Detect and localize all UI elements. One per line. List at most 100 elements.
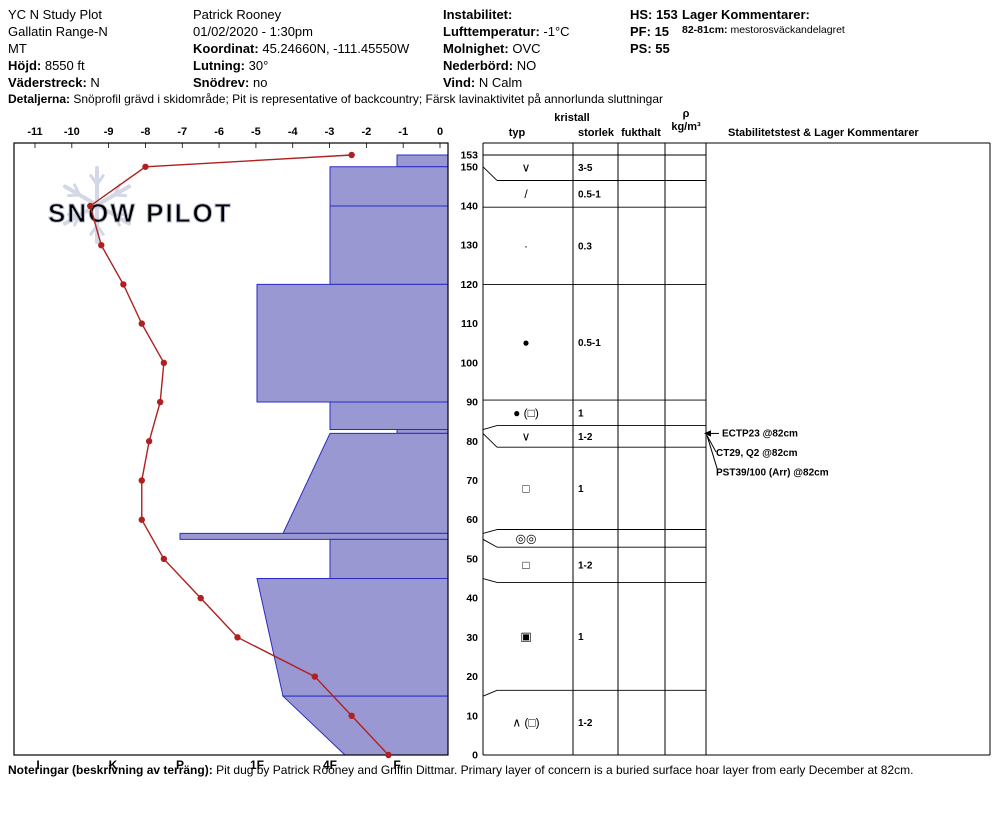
temp-point: [197, 594, 204, 602]
sky-value: OVC: [512, 41, 541, 56]
snow-layers: [179, 154, 449, 756]
stability-test-label: ECTP23 @82cm: [722, 428, 798, 439]
grain-size-value: 0.3: [578, 241, 592, 252]
hardness-tick-label: 1F: [250, 758, 264, 772]
temp-point: [142, 163, 149, 170]
hardness-tick-label: I: [36, 758, 39, 772]
temp-tick-label: -5: [251, 126, 261, 138]
drift-value: no: [252, 75, 268, 90]
arrow-left-icon: [704, 430, 711, 437]
temp-tick-label: -6: [214, 126, 224, 138]
table-header-kristall: kristall: [554, 112, 589, 124]
depth-tick-label: 100: [460, 357, 478, 369]
grain-size-value: 1-2: [578, 432, 593, 443]
slope-line: Lutning: 30°: [193, 57, 409, 74]
grain-size-value: 1-2: [578, 560, 593, 571]
grain-type-symbol: ∧ (□): [512, 716, 539, 730]
observer-name: Patrick Rooney: [193, 7, 282, 22]
snow-layer: [329, 166, 449, 207]
grain-size-value: 0.5-1: [578, 338, 601, 349]
snow-layer: [396, 429, 449, 434]
state-name: MT: [8, 41, 27, 56]
depth-tick-label: 50: [466, 553, 478, 565]
snow-layer: [256, 283, 449, 403]
temp-tick-label: -1: [398, 126, 408, 138]
grain-type-symbol: ▣: [520, 629, 531, 643]
drift-label: Snödrev:: [193, 75, 250, 90]
depth-tick-label: 80: [466, 436, 478, 448]
depth-tick-label: 110: [461, 318, 478, 330]
elevation-value: 8550 ft: [44, 58, 85, 73]
slope-label: Lutning:: [193, 58, 245, 73]
stability-annotations: ECTP23 @82cm CT29, Q2 @82cm PST39/100 (Arr…: [704, 428, 829, 478]
temp-point: [385, 751, 392, 759]
hs-value: 153: [656, 7, 678, 22]
temp-tick-label: -7: [177, 126, 187, 138]
grain-type-symbol: ∨: [522, 429, 531, 443]
temp-point: [160, 555, 168, 563]
table-header-comments: Stabilitetstest & Lager Kommentarer: [728, 127, 919, 139]
range-name: Gallatin Range-N: [8, 24, 108, 39]
temperature-profile: [87, 151, 392, 759]
grain-type-symbol: ◎◎: [516, 531, 537, 545]
stability-test-label: CT29, Q2 @82cm: [716, 448, 798, 459]
grain-type-symbol: /: [524, 187, 528, 201]
header-observer-column: Patrick Rooney 01/02/2020 - 1:30pm Koord…: [193, 6, 409, 91]
temp-point: [138, 516, 145, 523]
drift-line: Snödrev: no: [193, 74, 409, 91]
coordinates-label: Koordinat:: [193, 41, 259, 56]
profile-svg: kristall typ storlek fukthalt ρ kg/m³ St…: [13, 108, 991, 772]
depth-tick-label: 120: [460, 279, 478, 291]
elevation-label: Höjd:: [8, 58, 42, 73]
snow-layer: [329, 205, 449, 285]
header-snow-depth-column: HS: 153 PF: 15 PS: 55: [630, 6, 678, 57]
temp-point: [98, 241, 105, 249]
temp-point: [348, 151, 355, 159]
grain-size-value: 1: [578, 484, 584, 495]
precip-label: Nederbörd:: [443, 58, 514, 73]
hs-line: HS: 153: [630, 6, 678, 23]
temp-tick-label: -4: [288, 126, 299, 138]
hs-label: HS:: [630, 7, 653, 22]
grain-type-symbol: □: [522, 558, 529, 572]
depth-tick-label: 60: [466, 514, 478, 526]
pf-line: PF: 15: [630, 23, 678, 40]
grain-type-symbol: ·: [524, 239, 528, 253]
hardness-tick-label: K: [109, 758, 118, 772]
depth-tick-label: 0: [472, 750, 478, 762]
temp-tick-label: -2: [361, 126, 371, 138]
elevation-line: Höjd: 8550 ft: [8, 57, 108, 74]
grain-type-symbol: ● (□): [513, 406, 539, 420]
snowpilot-watermark: SNOW PILOT: [48, 166, 231, 244]
temp-point: [311, 673, 319, 680]
temp-point: [120, 281, 127, 288]
plot-border: [13, 142, 449, 756]
wind-value: N Calm: [478, 75, 523, 90]
table-header-density: ρ: [683, 108, 690, 120]
snow-layer: [256, 578, 449, 697]
grain-size-value: 1-2: [578, 718, 593, 729]
snow-layer: [282, 432, 449, 534]
temp-tick-label: -10: [64, 126, 80, 138]
aspect-label: Väderstreck:: [8, 75, 87, 90]
temp-tick-label: -9: [104, 126, 114, 138]
details-text: Snöprofil grävd i skidområde; Pit is rep…: [73, 92, 664, 106]
table-header-storlek: storlek: [578, 127, 615, 139]
depth-tick-label: 90: [466, 397, 478, 409]
temp-point: [348, 712, 355, 719]
stability-test-label: PST39/100 (Arr) @82cm: [716, 467, 829, 478]
temp-tick-label: -3: [325, 126, 335, 138]
notes-text: Pit dug by Patrick Rooney and Griffin Di…: [216, 763, 914, 777]
details-line: Detaljerna: Snöprofil grävd i skidområde…: [8, 92, 663, 106]
snow-layer: [281, 695, 449, 756]
depth-tick-label: 130: [460, 240, 478, 252]
grain-size-value: 0.5-1: [578, 189, 601, 200]
details-label: Detaljerna:: [8, 92, 71, 106]
temp-point: [160, 359, 168, 367]
sky-line: Molnighet: OVC: [443, 40, 570, 57]
snow-layer: [179, 532, 449, 540]
instability-label: Instabilitet:: [443, 7, 513, 22]
coordinates-line: Koordinat: 45.24660N, -111.45550W: [193, 40, 409, 57]
hardness-axis: I K P 1F 4F F: [36, 758, 400, 772]
